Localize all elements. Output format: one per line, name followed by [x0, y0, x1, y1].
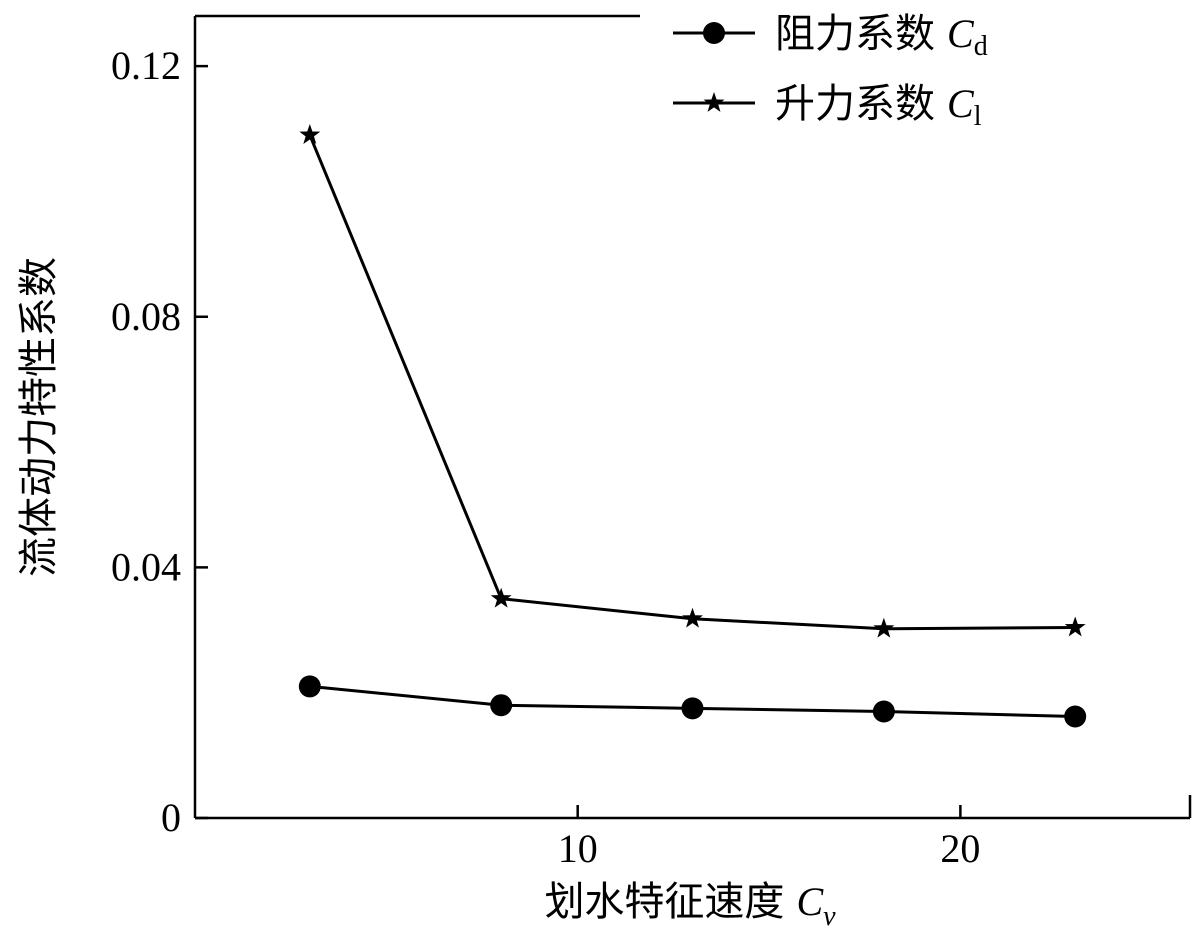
x-axis-title-subscript: v [823, 901, 836, 932]
legend-marker-circle [703, 22, 725, 44]
legend-label-drag: 阻力系数 Cd [775, 11, 988, 62]
y-ticks: 0 0.04 0.08 0.12 [111, 43, 208, 840]
point-series-1-3 [873, 617, 895, 638]
point-series-0-1 [490, 694, 513, 717]
legend-label-lift: 升力系数 Cl [775, 81, 982, 132]
point-series-1-1 [490, 587, 512, 608]
point-series-1-2 [682, 607, 703, 628]
x-ticks: 10 20 [558, 805, 980, 871]
y-tick-label-0: 0 [161, 795, 181, 840]
axes [193, 14, 1192, 820]
y-tick-label-2: 0.08 [111, 294, 181, 339]
point-series-0-3 [872, 700, 895, 723]
point-series-0-4 [1064, 705, 1087, 728]
legend: 阻力系数 Cd 升力系数 Cl [673, 11, 988, 132]
point-series-1-4 [1064, 616, 1086, 637]
point-series-1-0 [299, 124, 321, 144]
y-tick-label-3: 0.12 [111, 43, 181, 88]
series-layer [298, 124, 1087, 728]
x-axis-title-text: 划水特征速度 [544, 879, 784, 925]
x-axis-title-symbol: C [796, 879, 824, 924]
legend-marker-star [703, 92, 725, 112]
legend-item-lift: 升力系数 Cl [673, 81, 982, 132]
x-tick-label-1: 20 [940, 826, 980, 871]
x-axis-title: 划水特征速度 Cv [544, 879, 836, 932]
legend-item-drag: 阻力系数 Cd [673, 11, 988, 62]
point-series-0-0 [298, 675, 321, 698]
point-series-0-2 [681, 697, 704, 720]
y-axis-title: 流体动力特性系数 [16, 257, 62, 577]
series-line-1 [308, 134, 1076, 631]
x-tick-label-0: 10 [558, 826, 598, 871]
y-tick-label-1: 0.04 [111, 544, 181, 589]
